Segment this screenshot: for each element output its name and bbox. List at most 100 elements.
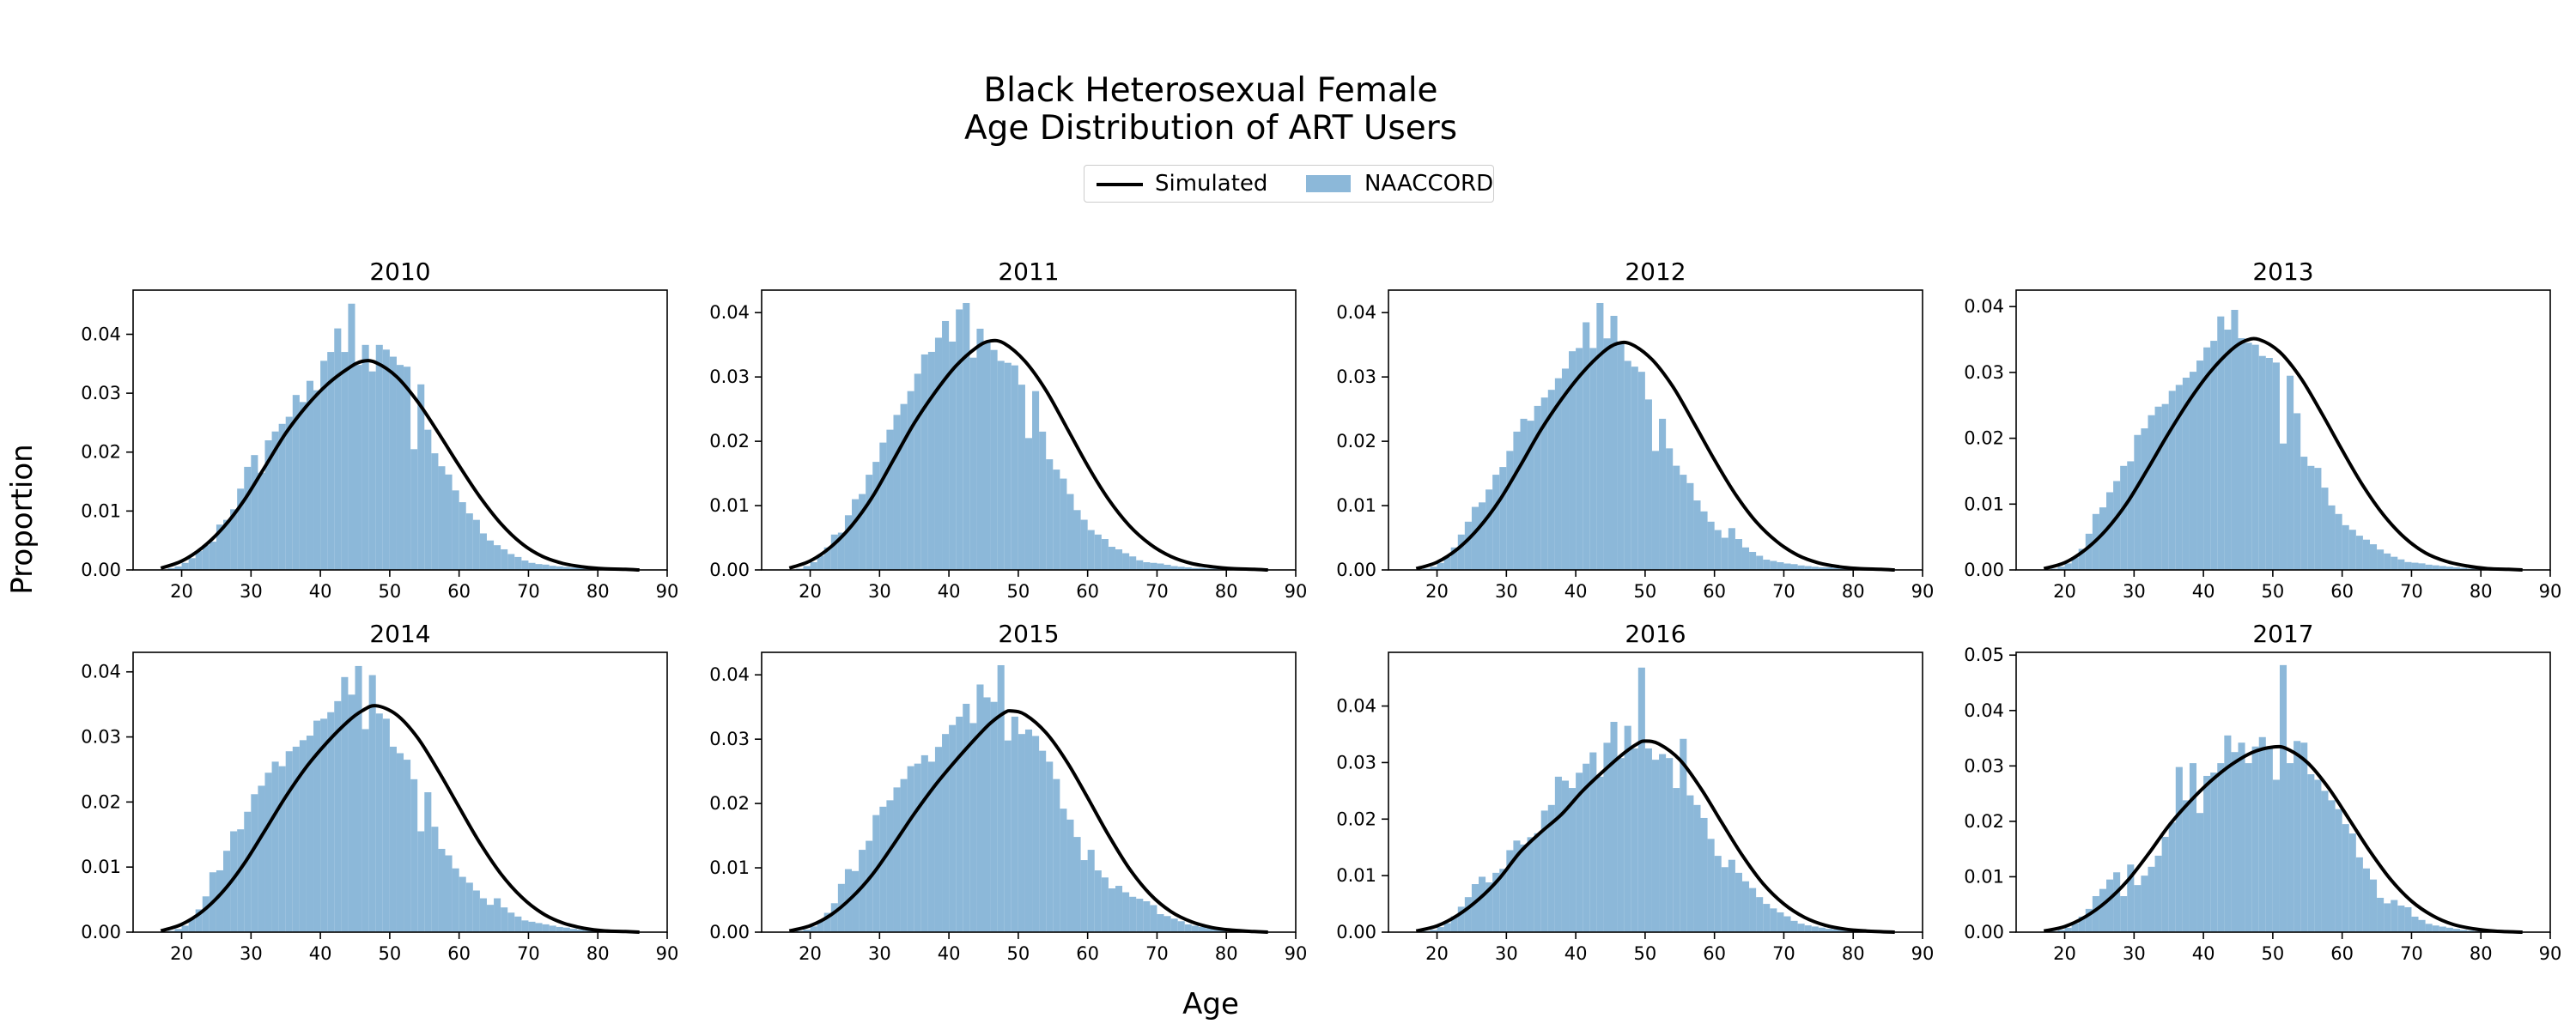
hist-bar (2099, 507, 2107, 570)
x-tick-label: 90 (1911, 943, 1935, 964)
hist-bar (2071, 923, 2079, 932)
y-tick-label: 0.02 (1336, 809, 1376, 829)
hist-bar (389, 746, 397, 932)
simulated-density-line (788, 338, 1268, 572)
x-tick-label: 30 (240, 581, 263, 602)
hist-bar (886, 429, 894, 570)
hist-bar (2445, 927, 2453, 932)
simulated-density-line (788, 709, 1268, 934)
hist-bar (1707, 521, 1715, 570)
hist-bar (576, 567, 585, 570)
x-tick-label: 60 (1703, 581, 1726, 602)
hist-bar (2397, 906, 2405, 932)
hist-bar (2287, 375, 2294, 570)
hist-bar (2224, 735, 2232, 932)
hist-bar (479, 898, 487, 932)
hist-bar (1576, 348, 1583, 570)
hist-bar (1651, 760, 1660, 932)
hist-bar (424, 429, 432, 570)
panel-title: 2010 (369, 258, 430, 286)
hist-bar (1039, 750, 1047, 932)
y-tick-label: 0.04 (1964, 700, 2004, 721)
hist-bar (963, 302, 970, 570)
axes-frame (761, 651, 1297, 933)
hist-bar (2161, 836, 2169, 932)
hist-bar (2127, 864, 2135, 932)
hist-bar (2245, 342, 2252, 570)
hist-bar (2397, 559, 2405, 570)
hist-bar (1700, 817, 1708, 932)
hist-bar (1804, 925, 1812, 932)
hist-bar (2120, 465, 2128, 570)
hist-bar (1032, 391, 1040, 570)
panel-2014: 2014 20 30 40 50 60 70 80 90 0.00 0.01 0.02 0.03 0.04 (81, 620, 678, 964)
hist-bar (2154, 855, 2162, 932)
hist-bar (2459, 930, 2468, 932)
hist-bar (1073, 510, 1081, 570)
y-tick-label: 0.00 (1964, 560, 2004, 580)
hist-bar (501, 548, 508, 570)
hist-bar (1011, 716, 1018, 932)
hist-bar (1437, 927, 1444, 932)
x-tick-label: 50 (1634, 581, 1657, 602)
x-tick-label: 30 (868, 581, 891, 602)
panel-title: 2016 (1625, 620, 1686, 648)
hist-bar (479, 533, 487, 570)
hist-bar (1136, 899, 1144, 932)
hist-bar (292, 746, 300, 932)
x-tick-label: 30 (1495, 581, 1518, 602)
hist-bar (1749, 888, 1757, 932)
x-tick-label: 90 (656, 943, 679, 964)
hist-bar (223, 519, 231, 570)
hist-bar (2377, 897, 2385, 932)
hist-bar (1004, 740, 1012, 932)
hist-bar (431, 827, 439, 932)
hist-bar (389, 356, 397, 570)
hist-bar (299, 740, 307, 932)
y-tick-label: 0.03 (1336, 752, 1376, 772)
hist-bar (879, 442, 887, 570)
hist-bar (2328, 800, 2336, 932)
x-tick-label: 50 (379, 581, 402, 602)
hist-bar (844, 515, 853, 570)
hist-bar (1485, 882, 1493, 932)
y-tick-label: 0.02 (81, 442, 121, 463)
hist-bar (1143, 901, 1151, 932)
panel-2013: 2013 20 30 40 50 60 70 80 90 0.00 0.01 0.02 0.03 0.04 (1964, 258, 2561, 602)
hist-bar (2134, 434, 2142, 570)
hist-bar (2148, 866, 2155, 932)
hist-bar (2369, 544, 2378, 570)
hist-bar (2425, 564, 2433, 570)
hist-bar (410, 779, 418, 932)
hist-bar (195, 551, 203, 570)
hist-bar (2293, 413, 2301, 570)
hist-bar (549, 566, 556, 570)
hist-bar (1707, 839, 1715, 932)
y-tick-label: 0.03 (1964, 362, 2004, 383)
hist-bar (2384, 903, 2391, 932)
hist-bar (375, 344, 383, 570)
x-tick-label: 20 (2053, 581, 2076, 602)
y-tick-label: 0.02 (1964, 428, 2004, 449)
x-tick-label: 90 (1911, 581, 1935, 602)
x-tick-label: 70 (2400, 943, 2423, 964)
y-tick-label: 0.02 (1336, 431, 1376, 451)
hist-bar (997, 664, 1005, 932)
hist-bar (1430, 566, 1437, 570)
hist-bar (907, 391, 914, 570)
hist-bar (1569, 788, 1577, 932)
y-tick-label: 0.00 (1964, 922, 2004, 942)
x-tick-label: 80 (1215, 581, 1238, 602)
hist-bar (1839, 930, 1847, 932)
figure-title-line-1: Black Heterosexual Female (983, 71, 1438, 110)
hist-bar (2182, 378, 2190, 570)
hist-bar (438, 848, 446, 932)
hist-bar (313, 720, 321, 932)
hist-bar (1053, 470, 1060, 570)
x-tick-label: 60 (1076, 943, 1099, 964)
hist-bar (2231, 310, 2239, 570)
hist-bar (2106, 492, 2114, 570)
x-tick-label: 20 (1425, 943, 1449, 964)
hist-bar (2106, 879, 2114, 932)
simulated-density-line (1415, 340, 1895, 572)
